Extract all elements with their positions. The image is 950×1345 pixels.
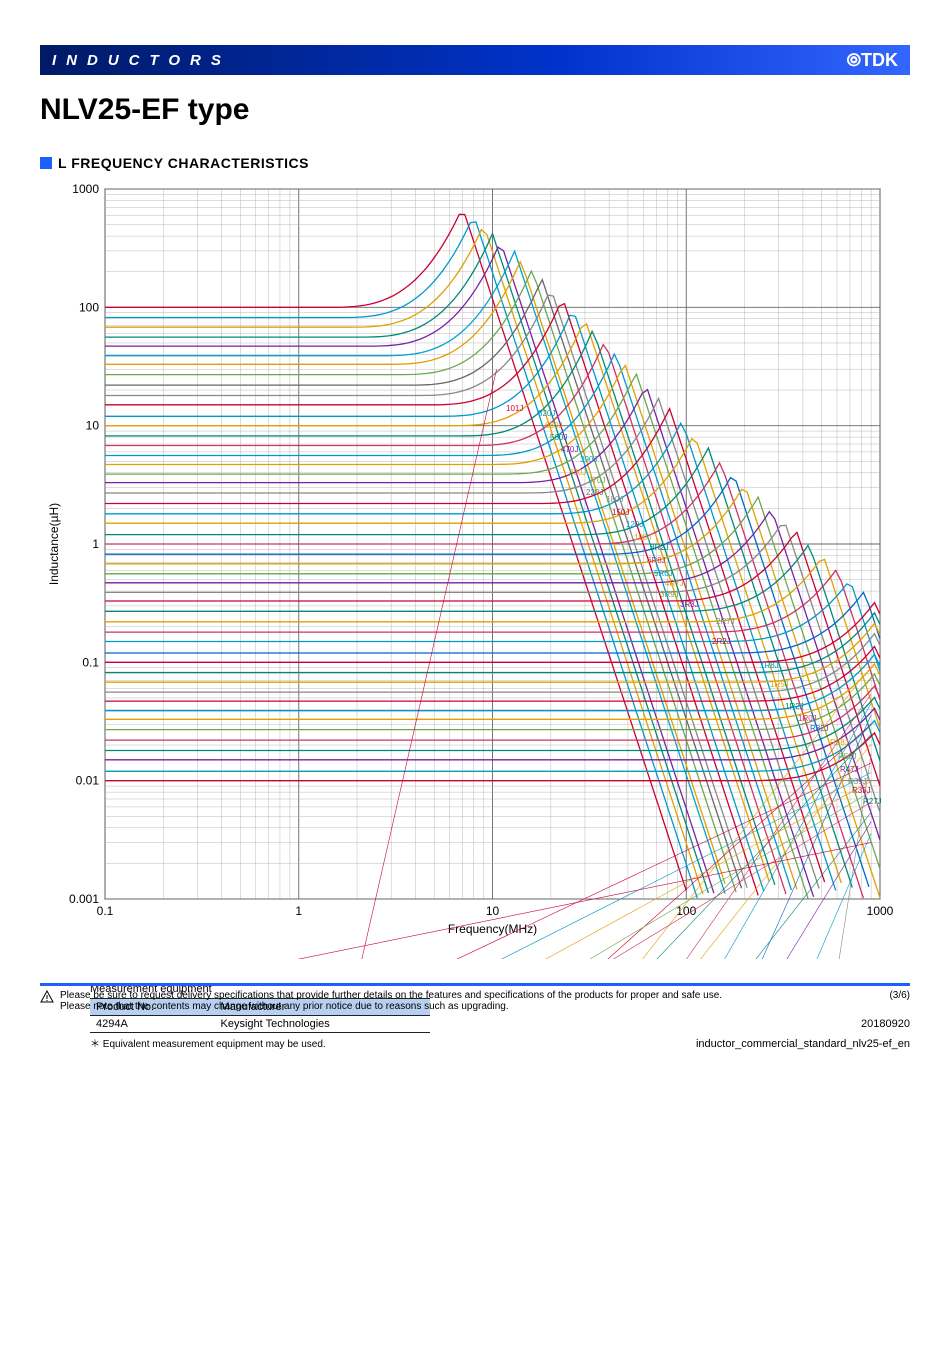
svg-text:680J: 680J	[545, 421, 562, 430]
warning-icon	[40, 990, 54, 1004]
svg-text:1R8J: 1R8J	[760, 661, 779, 670]
svg-text:0.1: 0.1	[97, 904, 114, 918]
svg-text:390J: 390J	[580, 455, 597, 464]
svg-text:Frequency(MHz): Frequency(MHz)	[448, 922, 537, 936]
svg-text:101J: 101J	[506, 404, 523, 413]
svg-text:0.1: 0.1	[82, 655, 99, 669]
svg-text:R47J: R47J	[840, 765, 859, 774]
svg-text:100: 100	[79, 300, 99, 314]
svg-text:8R2J: 8R2J	[650, 543, 669, 552]
svg-text:4R7J: 4R7J	[665, 579, 684, 588]
svg-text:0.001: 0.001	[69, 892, 99, 906]
svg-text:Inductance(µH): Inductance(µH)	[47, 503, 61, 585]
header-bar: INDUCTORS ⦾TDK	[40, 45, 910, 75]
svg-text:0.01: 0.01	[76, 774, 100, 788]
svg-text:3R3J: 3R3J	[680, 600, 699, 609]
l-frequency-chart: 0.111010010000.0010.010.11101001000Frequ…	[40, 179, 910, 959]
svg-text:330J: 330J	[569, 468, 586, 477]
svg-text:10: 10	[86, 419, 100, 433]
svg-text:560J: 560J	[550, 433, 567, 442]
svg-text:270J: 270J	[588, 476, 605, 485]
category-label: INDUCTORS	[52, 52, 231, 69]
svg-text:R82J: R82J	[810, 724, 829, 733]
footer: Please be sure to request delivery speci…	[40, 983, 910, 1050]
footer-date: 20180920	[40, 1018, 910, 1030]
svg-text:1R2J: 1R2J	[785, 702, 804, 711]
svg-text:R39J: R39J	[848, 777, 867, 786]
svg-text:5R6J: 5R6J	[654, 569, 673, 578]
page-number: (3/6)	[889, 990, 910, 1001]
svg-text:3R9J: 3R9J	[660, 590, 679, 599]
footer-meta: 20180920 inductor_commercial_standard_nl…	[40, 1018, 910, 1050]
section-head: L FREQUENCY CHARACTERISTICS	[40, 155, 910, 171]
svg-text:1R0J: 1R0J	[798, 714, 817, 723]
footer-docid: inductor_commercial_standard_nlv25-ef_en	[40, 1038, 910, 1050]
disclaimer-line: Please be sure to request delivery speci…	[60, 990, 883, 1001]
svg-text:1000: 1000	[867, 904, 894, 918]
svg-text:220J: 220J	[586, 488, 603, 497]
svg-text:820J: 820J	[538, 409, 555, 418]
svg-text:180J: 180J	[606, 495, 623, 504]
page-title: NLV25-EF type	[40, 93, 910, 127]
svg-text:150J: 150J	[612, 508, 629, 517]
svg-text:1: 1	[92, 537, 99, 551]
footer-rule	[40, 983, 910, 986]
svg-text:1R5J: 1R5J	[770, 680, 789, 689]
svg-text:2R7J: 2R7J	[716, 617, 735, 626]
page: INDUCTORS ⦾TDK NLV25-EF type L FREQUENCY…	[0, 0, 950, 1070]
section-marker-icon	[40, 157, 52, 169]
svg-text:120J: 120J	[626, 520, 643, 529]
svg-text:6R8J: 6R8J	[647, 556, 666, 565]
disclaimer-line: Please note that the contents may change…	[60, 1001, 883, 1012]
svg-text:R27J: R27J	[863, 797, 882, 806]
svg-text:2R2J: 2R2J	[712, 637, 731, 646]
section-title: L FREQUENCY CHARACTERISTICS	[58, 155, 309, 171]
svg-text:1: 1	[295, 904, 302, 918]
svg-text:470J: 470J	[561, 445, 578, 454]
brand-logo: ⦾TDK	[847, 50, 898, 71]
svg-text:100J: 100J	[634, 533, 651, 542]
svg-text:1000: 1000	[72, 182, 99, 196]
svg-text:10: 10	[486, 904, 500, 918]
footer-disclaimer-row: Please be sure to request delivery speci…	[40, 990, 910, 1012]
